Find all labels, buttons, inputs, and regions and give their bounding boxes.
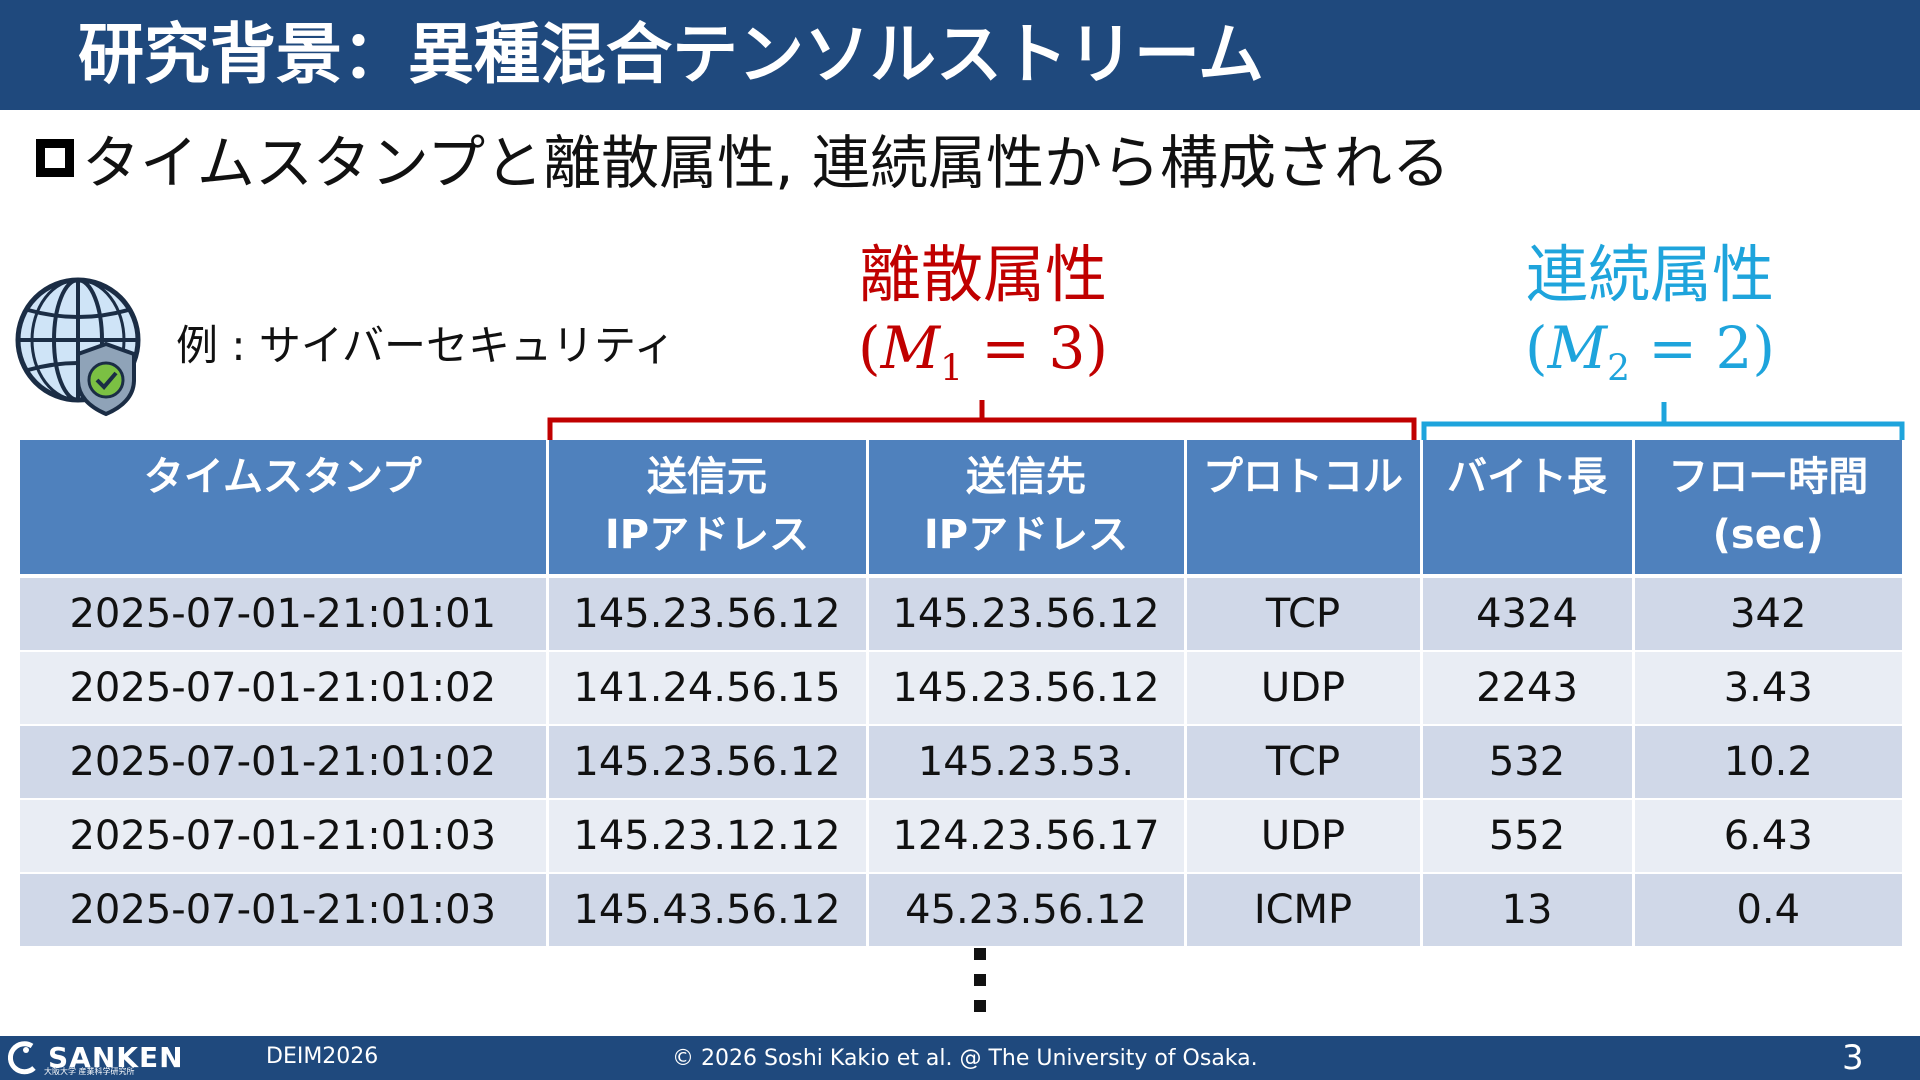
table-row: 2025-07-01-21:01:03 145.43.56.12 45.23.5… — [20, 873, 1902, 948]
slide-title: 研究背景：異種混合テンソルストリーム — [78, 16, 1265, 93]
example-icon-wrap — [10, 272, 160, 422]
continuous-open: ( — [1525, 314, 1548, 382]
tensor-stream-table: タイムスタンプ 送信元 IPアドレス 送信先 IPアドレス プロトコル バイト長… — [20, 440, 1902, 948]
table-row: 2025-07-01-21:01:01 145.23.56.12 145.23.… — [20, 576, 1902, 652]
cell-protocol: TCP — [1185, 725, 1423, 800]
sanken-logo-icon — [7, 1041, 36, 1075]
cell-timestamp: 2025-07-01-21:01:03 — [20, 873, 549, 948]
header-timestamp: タイムスタンプ — [20, 440, 549, 578]
conference-name: DEIM2026 — [266, 1044, 379, 1069]
copyright-text: © 2026 Soshi Kakio et al. @ The Universi… — [672, 1046, 1258, 1071]
cell-src-ip: 145.43.56.12 — [547, 873, 869, 948]
cell-src-ip: 141.24.56.15 — [547, 651, 869, 726]
title-bar: 研究背景：異種混合テンソルストリーム — [0, 0, 1920, 110]
cell-timestamp: 2025-07-01-21:01:02 — [20, 725, 549, 800]
continuous-var: M — [1547, 314, 1608, 382]
discrete-var: M — [880, 314, 941, 382]
footer-bar: SANKEN 大阪大学 産業科学研究所 DEIM2026 © 2026 Sosh… — [0, 1036, 1920, 1080]
cell-src-ip: 145.23.56.12 — [547, 576, 869, 652]
cell-timestamp: 2025-07-01-21:01:02 — [20, 651, 549, 726]
cell-bytes: 552 — [1421, 799, 1635, 874]
bullet-line: タイムスタンプと離散属性, 連続属性から構成される — [36, 122, 1450, 197]
continuous-brace — [1421, 402, 1905, 440]
page-number: 3 — [1842, 1038, 1864, 1078]
cell-dst-ip: 145.23.56.12 — [867, 576, 1187, 652]
cell-timestamp: 2025-07-01-21:01:03 — [20, 799, 549, 874]
cell-bytes: 4324 — [1421, 576, 1635, 652]
cell-bytes: 532 — [1421, 725, 1635, 800]
sanken-logo: SANKEN — [6, 1040, 184, 1076]
table-row: 2025-07-01-21:01:02 145.23.56.12 145.23.… — [20, 725, 1902, 800]
cell-dst-ip: 45.23.56.12 — [867, 873, 1187, 948]
table-header-row: タイムスタンプ 送信元 IPアドレス 送信先 IPアドレス プロトコル バイト長… — [20, 440, 1902, 578]
cell-flow-time: 10.2 — [1633, 725, 1902, 800]
logo-text: SANKEN — [48, 1041, 184, 1074]
header-src-ip-text: 送信元 IPアドレス — [604, 454, 810, 558]
discrete-sub: 1 — [940, 348, 963, 390]
table-row: 2025-07-01-21:01:03 145.23.12.12 124.23.… — [20, 799, 1902, 874]
header-bytes: バイト長 — [1421, 440, 1635, 578]
continuous-name: 連続属性 — [1525, 238, 1774, 311]
header-protocol: プロトコル — [1185, 440, 1423, 578]
discrete-open: ( — [858, 314, 881, 382]
discrete-rest: = 3) — [962, 314, 1108, 382]
discrete-formula: (M1 = 3) — [818, 310, 1148, 408]
header-src-ip: 送信元 IPアドレス — [547, 440, 869, 578]
continuous-rest: = 2) — [1629, 314, 1775, 382]
logo-subtext: 大阪大学 産業科学研究所 — [44, 1067, 135, 1076]
table-row: 2025-07-01-21:01:02 141.24.56.15 145.23.… — [20, 651, 1902, 726]
cell-protocol: UDP — [1185, 651, 1423, 726]
discrete-attribute-label: 離散属性 (M1 = 3) — [818, 240, 1148, 408]
cell-dst-ip: 145.23.56.12 — [867, 651, 1187, 726]
cell-protocol: UDP — [1185, 799, 1423, 874]
cell-protocol: ICMP — [1185, 873, 1423, 948]
header-dst-ip-text: 送信先 IPアドレス — [923, 454, 1129, 558]
cell-bytes: 2243 — [1421, 651, 1635, 726]
header-flow-time-text: フロー時間 (sec) — [1668, 454, 1869, 558]
cell-dst-ip: 124.23.56.17 — [867, 799, 1187, 874]
bullet-square-icon — [36, 139, 74, 177]
cell-src-ip: 145.23.56.12 — [547, 725, 869, 800]
cell-flow-time: 6.43 — [1633, 799, 1902, 874]
continuous-sub: 2 — [1607, 348, 1630, 390]
example-label: 例 : サイバーセキュリティ — [176, 321, 676, 370]
continuous-attribute-label: 連続属性 (M2 = 2) — [1490, 240, 1810, 408]
continuous-formula: (M2 = 2) — [1490, 310, 1810, 408]
globe-shield-icon — [15, 277, 141, 417]
cell-flow-time: 342 — [1633, 576, 1902, 652]
cell-flow-time: 0.4 — [1633, 873, 1902, 948]
bullet-text: タイムスタンプと離散属性, 連続属性から構成される — [82, 129, 1450, 197]
cell-dst-ip: 145.23.53. — [867, 725, 1187, 800]
header-dst-ip: 送信先 IPアドレス — [867, 440, 1187, 578]
cell-src-ip: 145.23.12.12 — [547, 799, 869, 874]
header-flow-time: フロー時間 (sec) — [1633, 440, 1902, 578]
cell-timestamp: 2025-07-01-21:01:01 — [20, 576, 549, 652]
cell-bytes: 13 — [1421, 873, 1635, 948]
vertical-ellipsis-icon — [968, 948, 992, 1026]
cell-protocol: TCP — [1185, 576, 1423, 652]
discrete-name: 離散属性 — [858, 238, 1107, 311]
cell-flow-time: 3.43 — [1633, 651, 1902, 726]
